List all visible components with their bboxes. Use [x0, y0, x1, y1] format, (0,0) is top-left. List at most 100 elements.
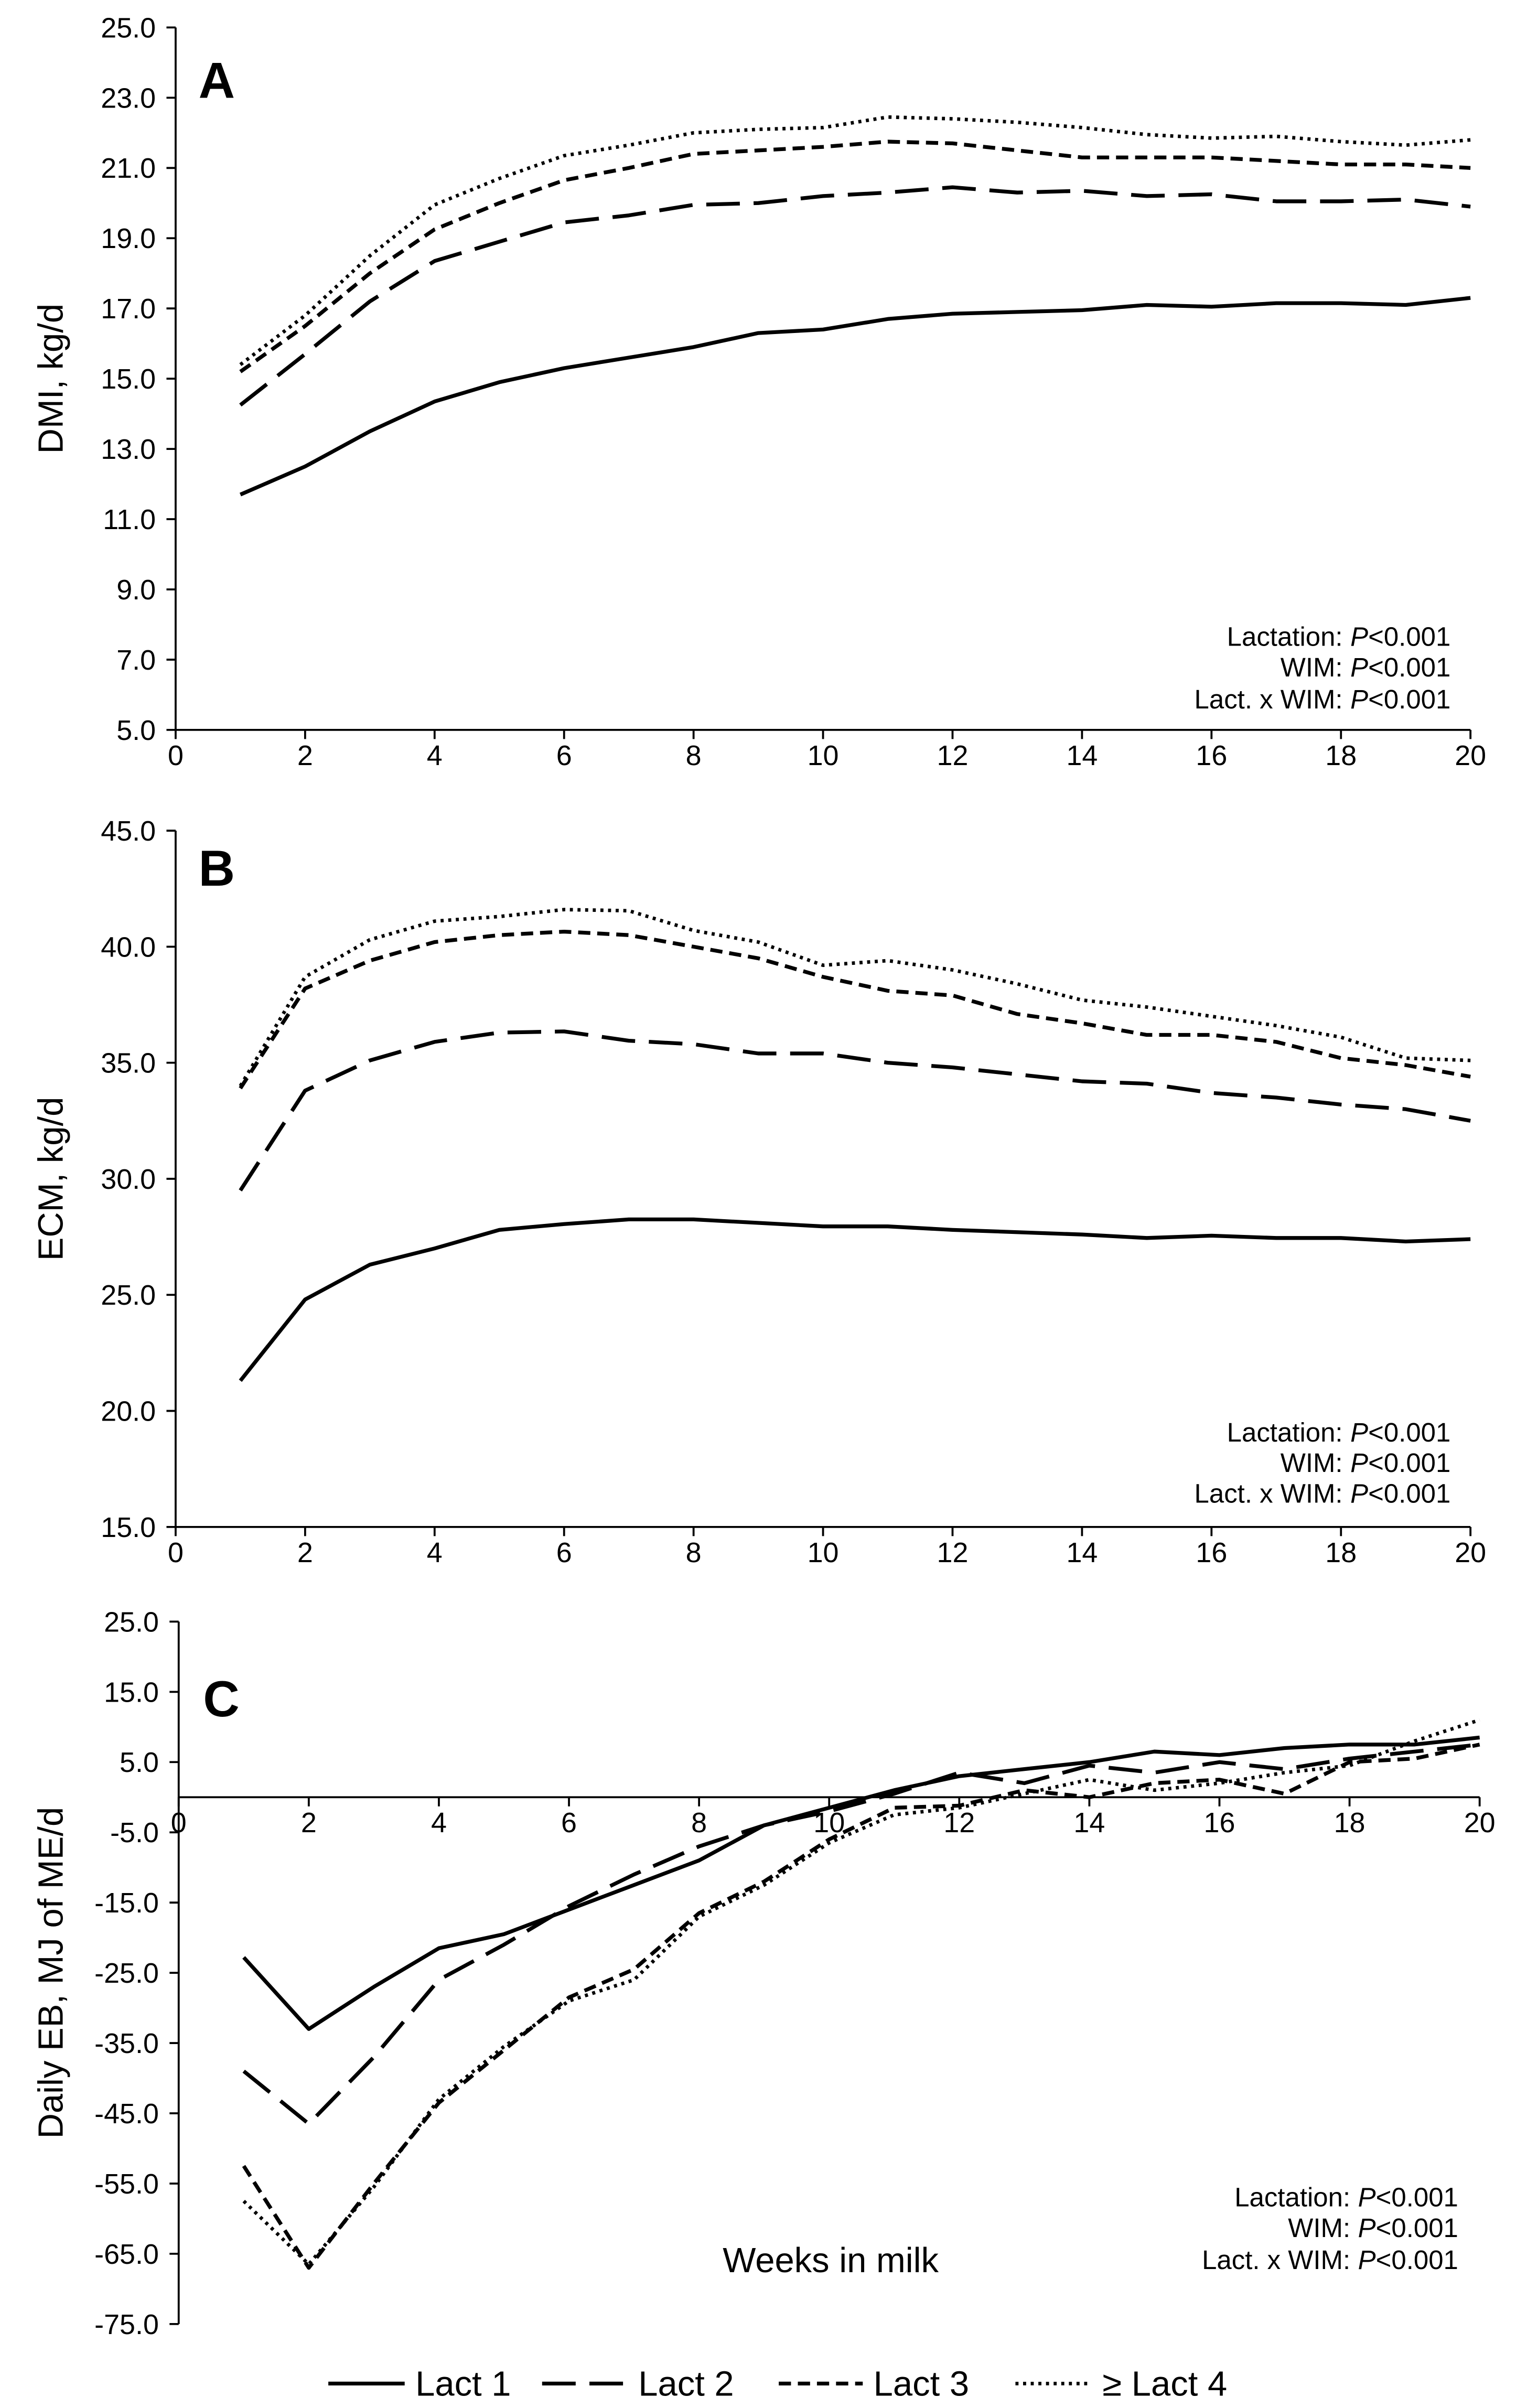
panel-label: A — [199, 52, 235, 109]
p-symbol: P — [1350, 684, 1368, 714]
x-tick-label: 0 — [171, 1807, 187, 1839]
stat-term: Lact. x WIM: — [1202, 2245, 1350, 2275]
x-tick-label: 18 — [1325, 740, 1357, 771]
y-tick-label: 15.0 — [104, 1676, 159, 1708]
x-tick-label: 14 — [1066, 740, 1098, 771]
p-value: <0.001 — [1368, 652, 1450, 682]
legend: Lact 1 Lact 2 Lact 3 ≥ Lact 4 — [328, 2364, 1227, 2404]
stat-annotation: WIM: P<0.001 — [1288, 2213, 1458, 2243]
legend-label: ≥ Lact 4 — [1102, 2364, 1227, 2404]
x-tick-label: 12 — [943, 1807, 975, 1839]
x-tick-label: 16 — [1196, 1537, 1227, 1568]
stat-annotation: WIM: P<0.001 — [1281, 652, 1451, 682]
stat-term: Lact. x WIM: — [1195, 684, 1343, 714]
y-tick-label: 9.0 — [116, 574, 156, 606]
x-tick-label: 2 — [297, 1537, 313, 1568]
stat-term: WIM: — [1281, 652, 1343, 682]
y-tick-label: 20.0 — [101, 1395, 156, 1427]
x-tick-label: 20 — [1464, 1807, 1496, 1839]
legend-label: Lact 1 — [415, 2364, 511, 2404]
series-line-lact-2 — [239, 185, 1471, 407]
legend-label: Lact 2 — [638, 2364, 734, 2404]
y-tick-label: -55.0 — [94, 2168, 159, 2200]
y-tick-label: 7.0 — [116, 644, 156, 676]
legend-item-lact-1: Lact 1 — [328, 2364, 511, 2404]
series-line-lact-2 — [239, 1029, 1471, 1192]
panel-label: C — [203, 1671, 239, 1727]
x-tick-label: 8 — [686, 1537, 702, 1568]
panel-c: 25.0 15.0 5.0 -5.0 -15.0 -25.0 -35.0 -45.0 -55.0… — [31, 1606, 1495, 2340]
series-line-lact-1 — [239, 1217, 1471, 1382]
y-axis-label: DMI, kg/d — [31, 304, 70, 454]
x-tick-label: 4 — [427, 740, 443, 771]
y-tick-label: 19.0 — [101, 223, 156, 254]
stat-term: Lactation: — [1227, 622, 1343, 652]
x-tick-label: 8 — [686, 740, 702, 771]
x-tick-label: 20 — [1455, 1537, 1486, 1568]
p-symbol: P — [1350, 1478, 1368, 1508]
y-tick-label: 15.0 — [101, 363, 156, 395]
x-tick-label: 12 — [937, 740, 969, 771]
legend-item-lact-4-plus: ≥ Lact 4 — [1015, 2364, 1227, 2404]
x-tick-label: 18 — [1334, 1807, 1365, 1839]
x-tick-label: 18 — [1325, 1537, 1357, 1568]
panel-label: B — [199, 841, 235, 897]
p-value: <0.001 — [1368, 622, 1450, 652]
panel-a: 25.0 23.0 21.0 19.0 17.0 15.0 13.0 11.0 9.0 7.0 5.… — [31, 12, 1486, 771]
legend-label: Lact 3 — [874, 2364, 969, 2404]
y-tick-label: -25.0 — [94, 1958, 159, 1989]
p-symbol: P — [1350, 1417, 1368, 1447]
y-tick-label: 25.0 — [104, 1606, 159, 1638]
y-tick-label: 23.0 — [101, 82, 156, 114]
series-line-lact-3 — [242, 1743, 1480, 2270]
p-value: <0.001 — [1376, 2213, 1458, 2243]
x-tick-label: 2 — [301, 1807, 317, 1839]
panel-b: 45.0 40.0 35.0 30.0 25.0 20.0 15.0 0 2 4 6 8 10 12 14 1… — [31, 815, 1486, 1568]
p-value: <0.001 — [1368, 1448, 1450, 1478]
y-tick-label: -15.0 — [94, 1887, 159, 1919]
stat-annotation: Lact. x WIM: P<0.001 — [1195, 684, 1451, 714]
x-tick-label: 6 — [556, 1537, 572, 1568]
x-tick-label: 4 — [431, 1807, 447, 1839]
x-tick-label: 20 — [1455, 740, 1486, 771]
stat-annotation: Lact. x WIM: P<0.001 — [1195, 1478, 1451, 1508]
y-axis-label: ECM, kg/d — [31, 1097, 70, 1261]
stat-annotation: Lactation: P<0.001 — [1227, 1417, 1451, 1447]
series-line-lact-3 — [239, 929, 1471, 1090]
p-value: <0.001 — [1368, 1478, 1450, 1508]
y-tick-label: 35.0 — [101, 1048, 156, 1079]
legend-item-lact-2: Lact 2 — [542, 2364, 734, 2404]
p-symbol: P — [1350, 1448, 1368, 1478]
x-tick-label: 16 — [1196, 740, 1227, 771]
x-tick-label: 14 — [1066, 1537, 1098, 1568]
y-tick-label: 11.0 — [103, 504, 156, 535]
series-line-lact-4 — [239, 115, 1471, 367]
stat-term: Lactation: — [1234, 2183, 1350, 2212]
p-value: <0.001 — [1376, 2183, 1458, 2212]
y-axis-label: Daily EB, MJ of ME/d — [31, 1807, 70, 2139]
stat-term: WIM: — [1288, 2213, 1350, 2243]
stat-term: Lactation: — [1227, 1417, 1343, 1447]
y-tick-label: -65.0 — [94, 2239, 159, 2270]
stat-term: WIM: — [1281, 1448, 1343, 1478]
x-tick-label: 6 — [556, 740, 572, 771]
y-tick-label: 40.0 — [101, 931, 156, 963]
y-tick-label: 5.0 — [116, 715, 156, 746]
p-symbol: P — [1350, 652, 1368, 682]
series-line-lact-1 — [239, 296, 1471, 497]
x-tick-label: 8 — [691, 1807, 707, 1839]
p-symbol: P — [1358, 2213, 1376, 2243]
y-tick-label: 13.0 — [101, 434, 156, 465]
stat-annotation: Lactation: P<0.001 — [1227, 622, 1451, 652]
stat-term: Lact. x WIM: — [1195, 1478, 1343, 1508]
x-tick-label: 16 — [1204, 1807, 1235, 1839]
y-tick-label: 30.0 — [101, 1164, 156, 1195]
y-tick-label: 25.0 — [101, 1280, 156, 1311]
y-tick-label: -75.0 — [94, 2309, 159, 2340]
y-tick-label: -35.0 — [94, 2028, 159, 2059]
x-tick-label: 10 — [808, 740, 839, 771]
stat-annotation: Lact. x WIM: P<0.001 — [1202, 2245, 1458, 2275]
y-tick-label: 25.0 — [101, 12, 156, 44]
series-line-lact-4 — [242, 1718, 1480, 2266]
